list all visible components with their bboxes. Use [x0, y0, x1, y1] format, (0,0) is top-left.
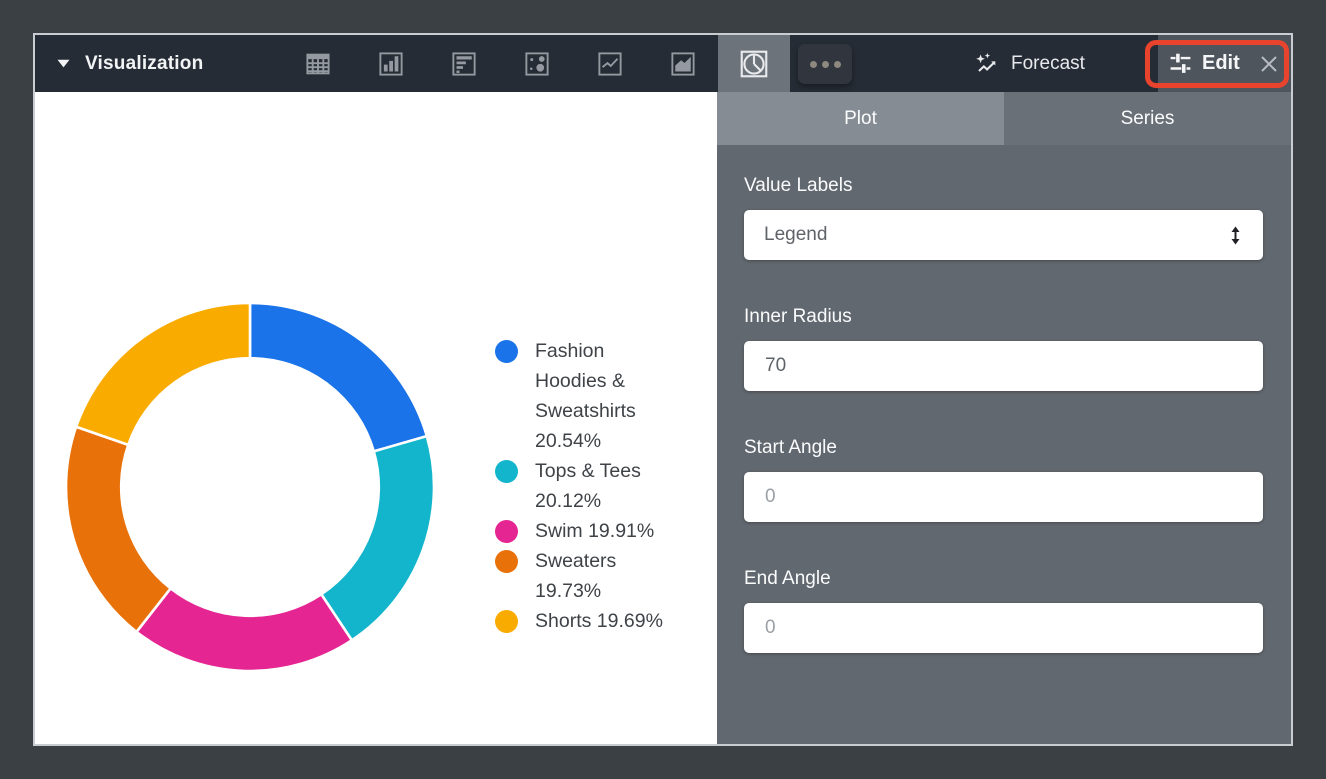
legend-item[interactable]: Swim 19.91%	[495, 516, 675, 546]
end-angle-field: End Angle	[744, 568, 1263, 653]
chart-legend: Fashion Hoodies & Sweatshirts 20.54% Tops…	[495, 336, 675, 636]
scatter-chart-icon[interactable]	[522, 49, 552, 79]
legend-color-dot	[495, 460, 518, 483]
legend-label: Swim 19.91%	[535, 520, 655, 542]
legend-label: Tops & Tees 20.12%	[535, 460, 641, 512]
start-angle-label: Start Angle	[744, 437, 837, 458]
legend-item[interactable]: Sweaters 19.73%	[495, 546, 675, 606]
legend-color-dot	[495, 610, 518, 633]
donut-slice[interactable]	[64, 425, 173, 634]
table-chart-icon[interactable]	[303, 49, 333, 79]
unfold-more-icon	[1231, 226, 1240, 244]
value-labels-label: Value Labels	[744, 175, 853, 196]
inner-radius-label: Inner Radius	[744, 306, 852, 327]
content-row: Fashion Hoodies & Sweatshirts 20.54% Tops…	[35, 92, 1291, 744]
bar-chart-icon[interactable]	[449, 49, 479, 79]
pie-chart-icon-active-tab[interactable]	[718, 35, 790, 92]
pie-chart-icon	[740, 50, 768, 77]
donut-slice[interactable]	[134, 586, 354, 673]
edit-header-zone: Edit	[1145, 35, 1291, 92]
visualization-window: Visualization	[33, 33, 1293, 746]
donut-slice[interactable]	[74, 301, 252, 447]
tune-sliders-icon	[1170, 53, 1191, 73]
visualization-section-toggle[interactable]: Visualization	[57, 35, 203, 92]
section-title: Visualization	[85, 52, 204, 74]
forecast-sparkle-icon	[976, 52, 996, 72]
value-labels-select[interactable]: Legend	[744, 210, 1263, 260]
legend-color-dot	[495, 340, 518, 363]
ellipsis-icon	[809, 60, 817, 68]
chevron-down-icon	[57, 59, 70, 68]
area-chart-icon[interactable]	[668, 49, 698, 79]
inner-radius-field: Inner Radius	[744, 306, 1263, 391]
chart-type-switcher	[303, 35, 698, 92]
legend-label: Shorts 19.69%	[535, 610, 663, 632]
start-angle-input[interactable]	[744, 472, 1263, 522]
end-angle-label: End Angle	[744, 568, 831, 589]
donut-slice[interactable]	[319, 434, 436, 643]
legend-item[interactable]: Fashion Hoodies & Sweatshirts 20.54%	[495, 336, 675, 456]
legend-label: Fashion Hoodies & Sweatshirts 20.54%	[535, 340, 636, 452]
visualization-toolbar: Visualization	[35, 35, 1291, 92]
column-chart-icon[interactable]	[376, 49, 406, 79]
inner-radius-input[interactable]	[744, 341, 1263, 391]
chart-canvas: Fashion Hoodies & Sweatshirts 20.54% Tops…	[35, 92, 717, 744]
more-options-button[interactable]	[798, 44, 852, 84]
end-angle-input[interactable]	[744, 603, 1263, 653]
panel-tabs: Plot Series	[717, 92, 1291, 145]
settings-panel: Plot Series Value Labels Legend	[717, 92, 1291, 744]
tab-series[interactable]: Series	[1004, 92, 1291, 145]
legend-item[interactable]: Shorts 19.69%	[495, 606, 675, 636]
tab-plot[interactable]: Plot	[717, 92, 1004, 145]
value-labels-selected-value: Legend	[764, 224, 828, 245]
start-angle-field: Start Angle	[744, 437, 1263, 522]
donut-slice[interactable]	[248, 301, 429, 453]
legend-label: Sweaters 19.73%	[535, 550, 617, 602]
line-chart-icon[interactable]	[595, 49, 625, 79]
donut-chart	[64, 301, 436, 673]
close-icon[interactable]	[1258, 53, 1280, 75]
forecast-button[interactable]: Forecast	[973, 35, 1085, 92]
legend-color-dot	[495, 520, 518, 543]
edit-label: Edit	[1202, 52, 1240, 74]
edit-button[interactable]: Edit	[1168, 51, 1240, 76]
forecast-label: Forecast	[1011, 52, 1085, 74]
value-labels-field: Value Labels Legend	[744, 175, 1263, 260]
legend-color-dot	[495, 550, 518, 573]
panel-body: Value Labels Legend Inner Radius	[717, 145, 1291, 744]
legend-item[interactable]: Tops & Tees 20.12%	[495, 456, 675, 516]
